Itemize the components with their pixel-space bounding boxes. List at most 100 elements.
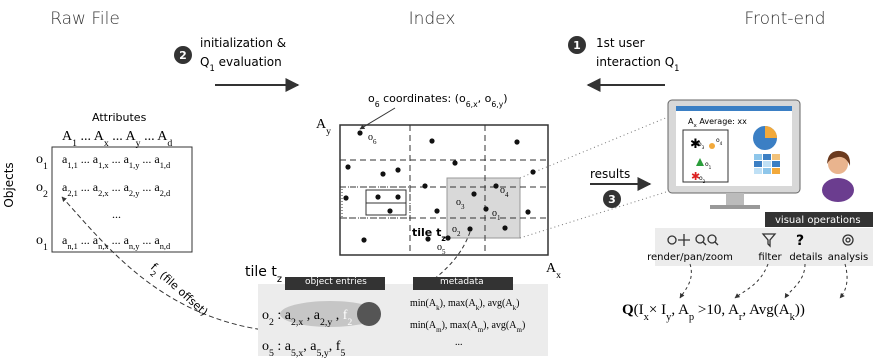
subscript: 6,y: [491, 100, 503, 109]
step-label: interaction Q1: [596, 55, 680, 73]
text-part: initialization &: [200, 36, 286, 50]
offset-label: f2 (file offset): [146, 261, 211, 322]
text-part: ,: [329, 339, 336, 354]
subscript: 4: [720, 141, 723, 146]
user-body: [822, 178, 854, 202]
tool-label: analysis: [828, 252, 869, 263]
subscript: 5: [442, 248, 446, 256]
point: [422, 183, 427, 188]
header: metadata: [440, 277, 484, 287]
subscript: 1: [497, 214, 501, 222]
diagram: ✱ ✱ ? Objects Attributes Raw File Index …: [0, 0, 873, 360]
row-label: o2: [36, 180, 48, 200]
point: [493, 183, 498, 188]
subscript: z: [277, 274, 282, 285]
point-label: o5: [437, 242, 446, 256]
point: [525, 209, 530, 214]
text-part: ), avg(: [479, 298, 506, 309]
subscript: n,d: [160, 242, 171, 251]
metadata: ...: [455, 337, 463, 348]
point: [345, 164, 350, 169]
text-part: ...: [139, 152, 154, 166]
text-part: Q: [622, 302, 634, 318]
step-number: 3: [608, 193, 616, 206]
text-part: results: [590, 167, 630, 181]
text-part: o: [262, 339, 269, 354]
text-part: o: [36, 180, 43, 195]
text-part: ...: [141, 129, 158, 144]
tile-title: tile tz: [245, 264, 282, 285]
step-label: 1st user: [596, 36, 645, 50]
text-part: ...: [109, 152, 124, 166]
point: [445, 235, 450, 240]
point: [375, 194, 380, 199]
subscript: 2: [457, 230, 461, 238]
text-part: ,: [332, 308, 343, 323]
point: [387, 208, 392, 213]
subscript: 4: [505, 191, 509, 199]
row-cells: an,1 ... an,x ... an,y ... an,d: [62, 233, 171, 251]
subscript: 5,x: [291, 348, 303, 359]
subscript: y: [326, 126, 331, 137]
header: object entries: [305, 277, 367, 287]
text-part: 1st user: [596, 36, 645, 50]
text-part: Q: [200, 55, 209, 69]
subscript: 1,1: [67, 161, 77, 170]
point: [467, 226, 472, 231]
text-part: interaction: [596, 55, 665, 69]
point: [380, 171, 385, 176]
text-part: ), avg(: [483, 320, 510, 331]
text-part: min(: [410, 320, 430, 331]
subscript: 5: [340, 348, 345, 359]
subscript: 3: [461, 203, 465, 211]
text-part: ,: [303, 339, 310, 354]
tool-label: filter: [758, 252, 782, 263]
subscript: 1: [43, 161, 48, 172]
step-label: Q1 evaluation: [200, 55, 282, 73]
subscript: 2,d: [160, 189, 171, 198]
point: [514, 139, 519, 144]
point: [483, 206, 488, 211]
side-label: Objects: [2, 162, 16, 207]
text-part: min(: [410, 298, 430, 309]
subscript: 2,y: [320, 317, 332, 328]
subscript: 2: [43, 189, 48, 200]
point: [425, 236, 430, 241]
subscript: 1: [674, 63, 679, 73]
table-header: A1 ... Ax ... Ay ... Ad: [62, 129, 172, 149]
text-part: evaluation: [215, 55, 282, 69]
text-part: ), max(: [442, 320, 472, 331]
screen-bar: [676, 106, 792, 111]
text-part: ...: [112, 207, 121, 221]
subscript: 2: [703, 179, 706, 184]
tool-label: render/pan/zoom: [647, 252, 733, 263]
subscript: 6: [373, 138, 377, 146]
text-part: ...: [109, 233, 124, 247]
annotation: o6 coordinates: (o6,x, o6,y): [368, 92, 508, 109]
arrow: [360, 108, 395, 129]
subscript: x: [556, 270, 561, 281]
query: Q(Ix× Iy, Ap >10, Ar, Avg(Ak)): [622, 302, 805, 323]
row-label: o1: [36, 233, 48, 253]
text-part: ...: [139, 233, 154, 247]
text-part: o: [36, 152, 43, 167]
step-number: 2: [179, 49, 187, 62]
text-part: :: [274, 339, 285, 354]
monitor-stand: [710, 205, 760, 209]
offset-highlight: [357, 302, 381, 326]
text-part: coordinates: (: [380, 92, 459, 105]
text-part: A: [779, 302, 790, 318]
text-part: A: [728, 302, 739, 318]
text-part: ...: [109, 180, 124, 194]
text-part: ): [522, 320, 525, 331]
axis-label: Ay: [316, 117, 331, 137]
details-icon: ?: [796, 233, 804, 249]
text-part: ...: [78, 180, 93, 194]
text-part: o: [262, 308, 269, 323]
subscript: 1: [709, 165, 712, 170]
text-part: ,: [671, 302, 678, 318]
point: [471, 191, 476, 196]
text-part: ×: [649, 302, 661, 318]
axis-label: Ax: [546, 261, 561, 281]
text-part: ...: [78, 152, 93, 166]
